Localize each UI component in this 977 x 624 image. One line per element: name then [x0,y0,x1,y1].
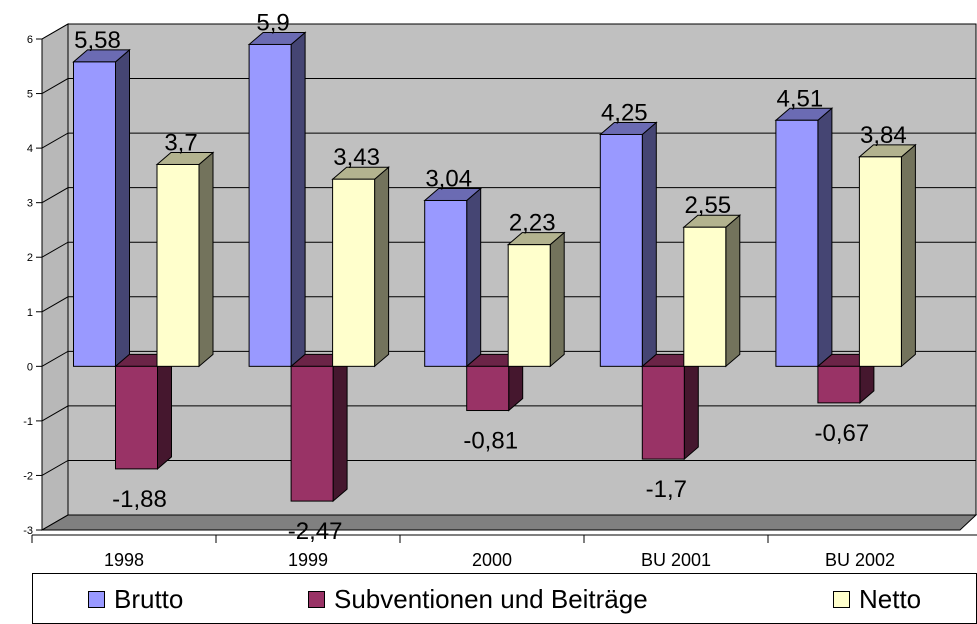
data-label: -0,67 [815,420,870,447]
y-tick-label: -3 [23,525,33,537]
bar-side [332,353,348,503]
y-tick-label: 6 [27,34,33,46]
data-label: 3,43 [333,144,380,171]
gridline [41,514,976,531]
bar-netto-bu-2001 [682,214,742,368]
bar-front [424,199,468,367]
bar-brutto-1998 [72,48,131,368]
legend-item-subventionen: Subventionen und Beiträge [308,584,648,615]
data-label: 4,25 [601,99,648,126]
legend-label-netto: Netto [859,584,922,614]
data-label: 5,9 [256,9,289,36]
gridline [41,296,976,313]
bar-side [817,107,833,368]
bar-side [683,353,699,461]
x-tick-label: 1999 [288,550,328,570]
legend-swatch-netto [833,591,850,608]
bars [72,31,917,503]
bar-side [725,214,741,368]
y-tick-label: -1 [23,416,33,428]
y-tick-label: 5 [27,89,33,101]
bar-netto-bu-2002 [858,143,917,368]
bar-front [248,43,292,367]
gridline [41,459,976,476]
bar-front [507,244,551,367]
bar-side [900,143,916,368]
data-label: 3,7 [164,129,197,156]
legend-item-netto: Netto [833,584,921,615]
x-tick-label: 1998 [104,550,144,570]
bar-side [115,48,130,368]
bar-side [157,353,172,470]
gridline [41,23,976,40]
bar-front [817,365,861,404]
x-tick-label: BU 2001 [641,550,711,570]
data-label: 5,58 [74,27,121,54]
bar-side [549,231,565,368]
y-tick-label: 4 [27,143,33,155]
data-label: -0,81 [463,428,518,455]
bar-front [156,163,200,367]
bar-brutto-bu-2002 [774,107,834,368]
y-tick-label: 2 [27,252,33,264]
data-labels: 5,58 -1,88 3,7 5,9 -2,47 3,43 3,04 -0,81 2,23 4,2… [74,9,907,545]
bar-brutto-1999 [247,31,307,368]
data-label: 3,84 [860,122,907,149]
bar-front [858,156,902,367]
bar-subventionen-1999 [289,353,349,503]
bar-brutto-2000 [423,187,483,368]
data-label: -1,7 [646,476,687,503]
bar-front [115,365,158,470]
data-label: 2,23 [509,210,556,237]
bar-netto-1998 [155,151,215,368]
gridline [41,187,976,204]
legend-swatch-brutto [88,591,105,608]
bar-front [73,61,116,367]
bar-front [290,365,334,502]
gridline [41,132,976,149]
bar-netto-2000 [506,231,566,368]
bar-side [198,151,214,368]
gridline [41,78,976,94]
gridline [41,350,976,367]
bar-subventionen-2000 [465,353,525,412]
bar-side [290,31,306,368]
gridline [41,241,976,258]
data-label: 2,55 [684,192,731,219]
bar-front [599,133,643,367]
x-tick-label: BU 2002 [825,550,895,570]
bar-subventionen-1998 [114,353,173,470]
chart-side-wall [41,23,69,531]
bar-side [466,187,482,368]
bar-brutto-bu-2001 [598,121,658,368]
bar-front [332,178,376,367]
data-label: -1,88 [112,486,167,513]
data-label: 4,51 [777,85,824,112]
data-label: 3,04 [425,165,472,192]
y-tick-label: 0 [27,361,33,373]
chart-floor [40,514,977,531]
x-tick-label: 2000 [472,550,512,570]
legend-item-brutto: Brutto [88,584,183,615]
bar-front [775,119,819,367]
data-label: -2,47 [288,518,343,545]
bar-front [466,365,510,412]
legend-swatch-subventionen [308,591,325,608]
bar-subventionen-bu-2001 [640,353,700,461]
chart-legend: Brutto Subventionen und Beiträge Netto [32,573,977,624]
bar-netto-1999 [331,166,390,368]
y-tick-label: 3 [27,198,33,210]
y-tick-label: 1 [27,307,33,319]
bar-front [683,226,727,367]
y-tick-label: -2 [23,470,33,482]
bar-side [641,121,657,368]
bar-side [374,166,390,368]
legend-label-brutto: Brutto [114,584,184,614]
legend-label-subventionen: Subventionen und Beiträge [334,584,648,614]
bar-chart: -3 -2 -1 0 1 2 3 4 5 6 5,58 -1,88 3,7 5,9 -2,47 3,43 3,0… [23,9,977,570]
bar-front [641,365,685,460]
